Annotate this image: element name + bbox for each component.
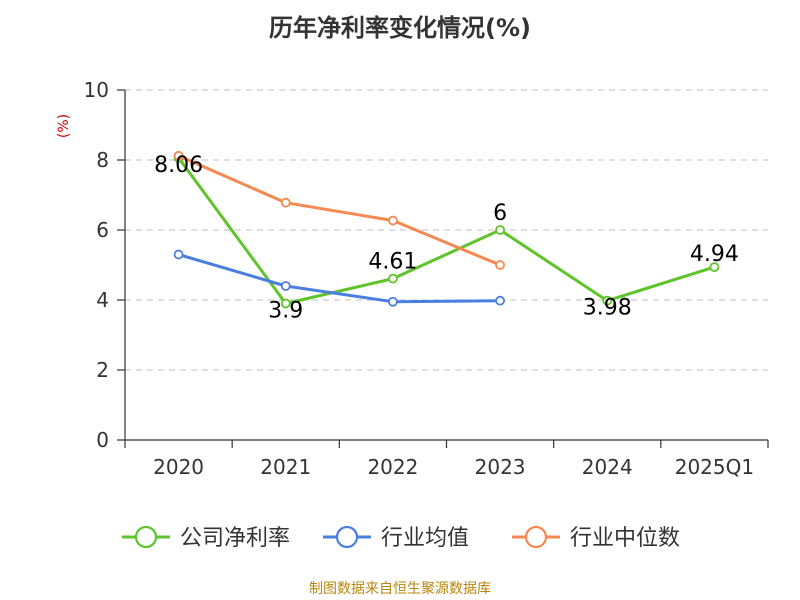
data-point[interactable] [280,298,291,309]
series-line-2 [177,154,501,267]
series-line-1 [178,253,501,304]
legend-item[interactable]: 公司净利率 [122,525,290,551]
y-axis-label: (%) [56,114,72,138]
legend-item[interactable]: 行业中位数 [512,525,680,551]
chart-title: 历年净利率变化情况(%) [269,14,531,42]
data-point[interactable] [388,215,398,226]
y-tick-label: 2 [96,358,109,382]
data-point[interactable] [709,262,720,273]
y-tick-label: 6 [96,218,109,242]
data-point[interactable] [173,249,184,260]
legend-label: 行业均值 [381,526,469,551]
data-labels: 8.06 3.9 4.61 6 3.98 4.94 [154,153,739,324]
legend[interactable]: 公司净利率 行业均值 行业中位数 [122,525,680,551]
grid-lines [125,89,768,371]
legend-marker [335,525,359,549]
x-tick-label: 2022 [367,455,418,479]
axes [117,89,769,448]
source-note: 制图数据来自恒生聚源数据库 [309,581,491,597]
x-tick-label: 2020 [153,455,204,479]
legend-label: 公司净利率 [180,526,290,551]
x-tick-label: 2023 [475,455,526,479]
data-point[interactable] [388,296,398,307]
data-point[interactable] [495,225,505,235]
data-point[interactable] [280,197,291,208]
data-label: 3.98 [583,296,632,321]
x-tick-label: 2021 [260,455,311,479]
data-point[interactable] [495,260,505,270]
series-line-0 [177,157,715,305]
x-tick-label: 2025Q1 [675,455,754,479]
y-tick-label: 8 [96,148,109,172]
data-label: 8.06 [154,153,203,178]
series-group [173,150,720,309]
data-label: 4.61 [368,250,417,275]
legend-item[interactable]: 行业均值 [323,525,469,551]
y-tick-label: 4 [96,288,109,312]
data-label: 4.94 [690,242,739,267]
data-point[interactable] [173,150,184,161]
legend-label: 行业中位数 [570,526,680,551]
data-point[interactable] [388,273,398,284]
y-tick-label: 10 [84,78,109,102]
legend-marker [524,525,548,549]
y-tick-label: 0 [96,428,109,452]
legend-marker [134,525,158,549]
data-point[interactable] [280,281,291,291]
data-point[interactable] [602,295,613,306]
x-tick-label: 2024 [582,455,633,479]
data-point[interactable] [495,295,505,306]
data-label: 3.9 [268,299,303,324]
data-label: 6 [493,201,507,226]
y-tick-labels: 0 2 4 6 8 10 [84,78,109,452]
x-tick-labels: 2020 2021 2022 2023 2024 2025Q1 [153,455,754,479]
